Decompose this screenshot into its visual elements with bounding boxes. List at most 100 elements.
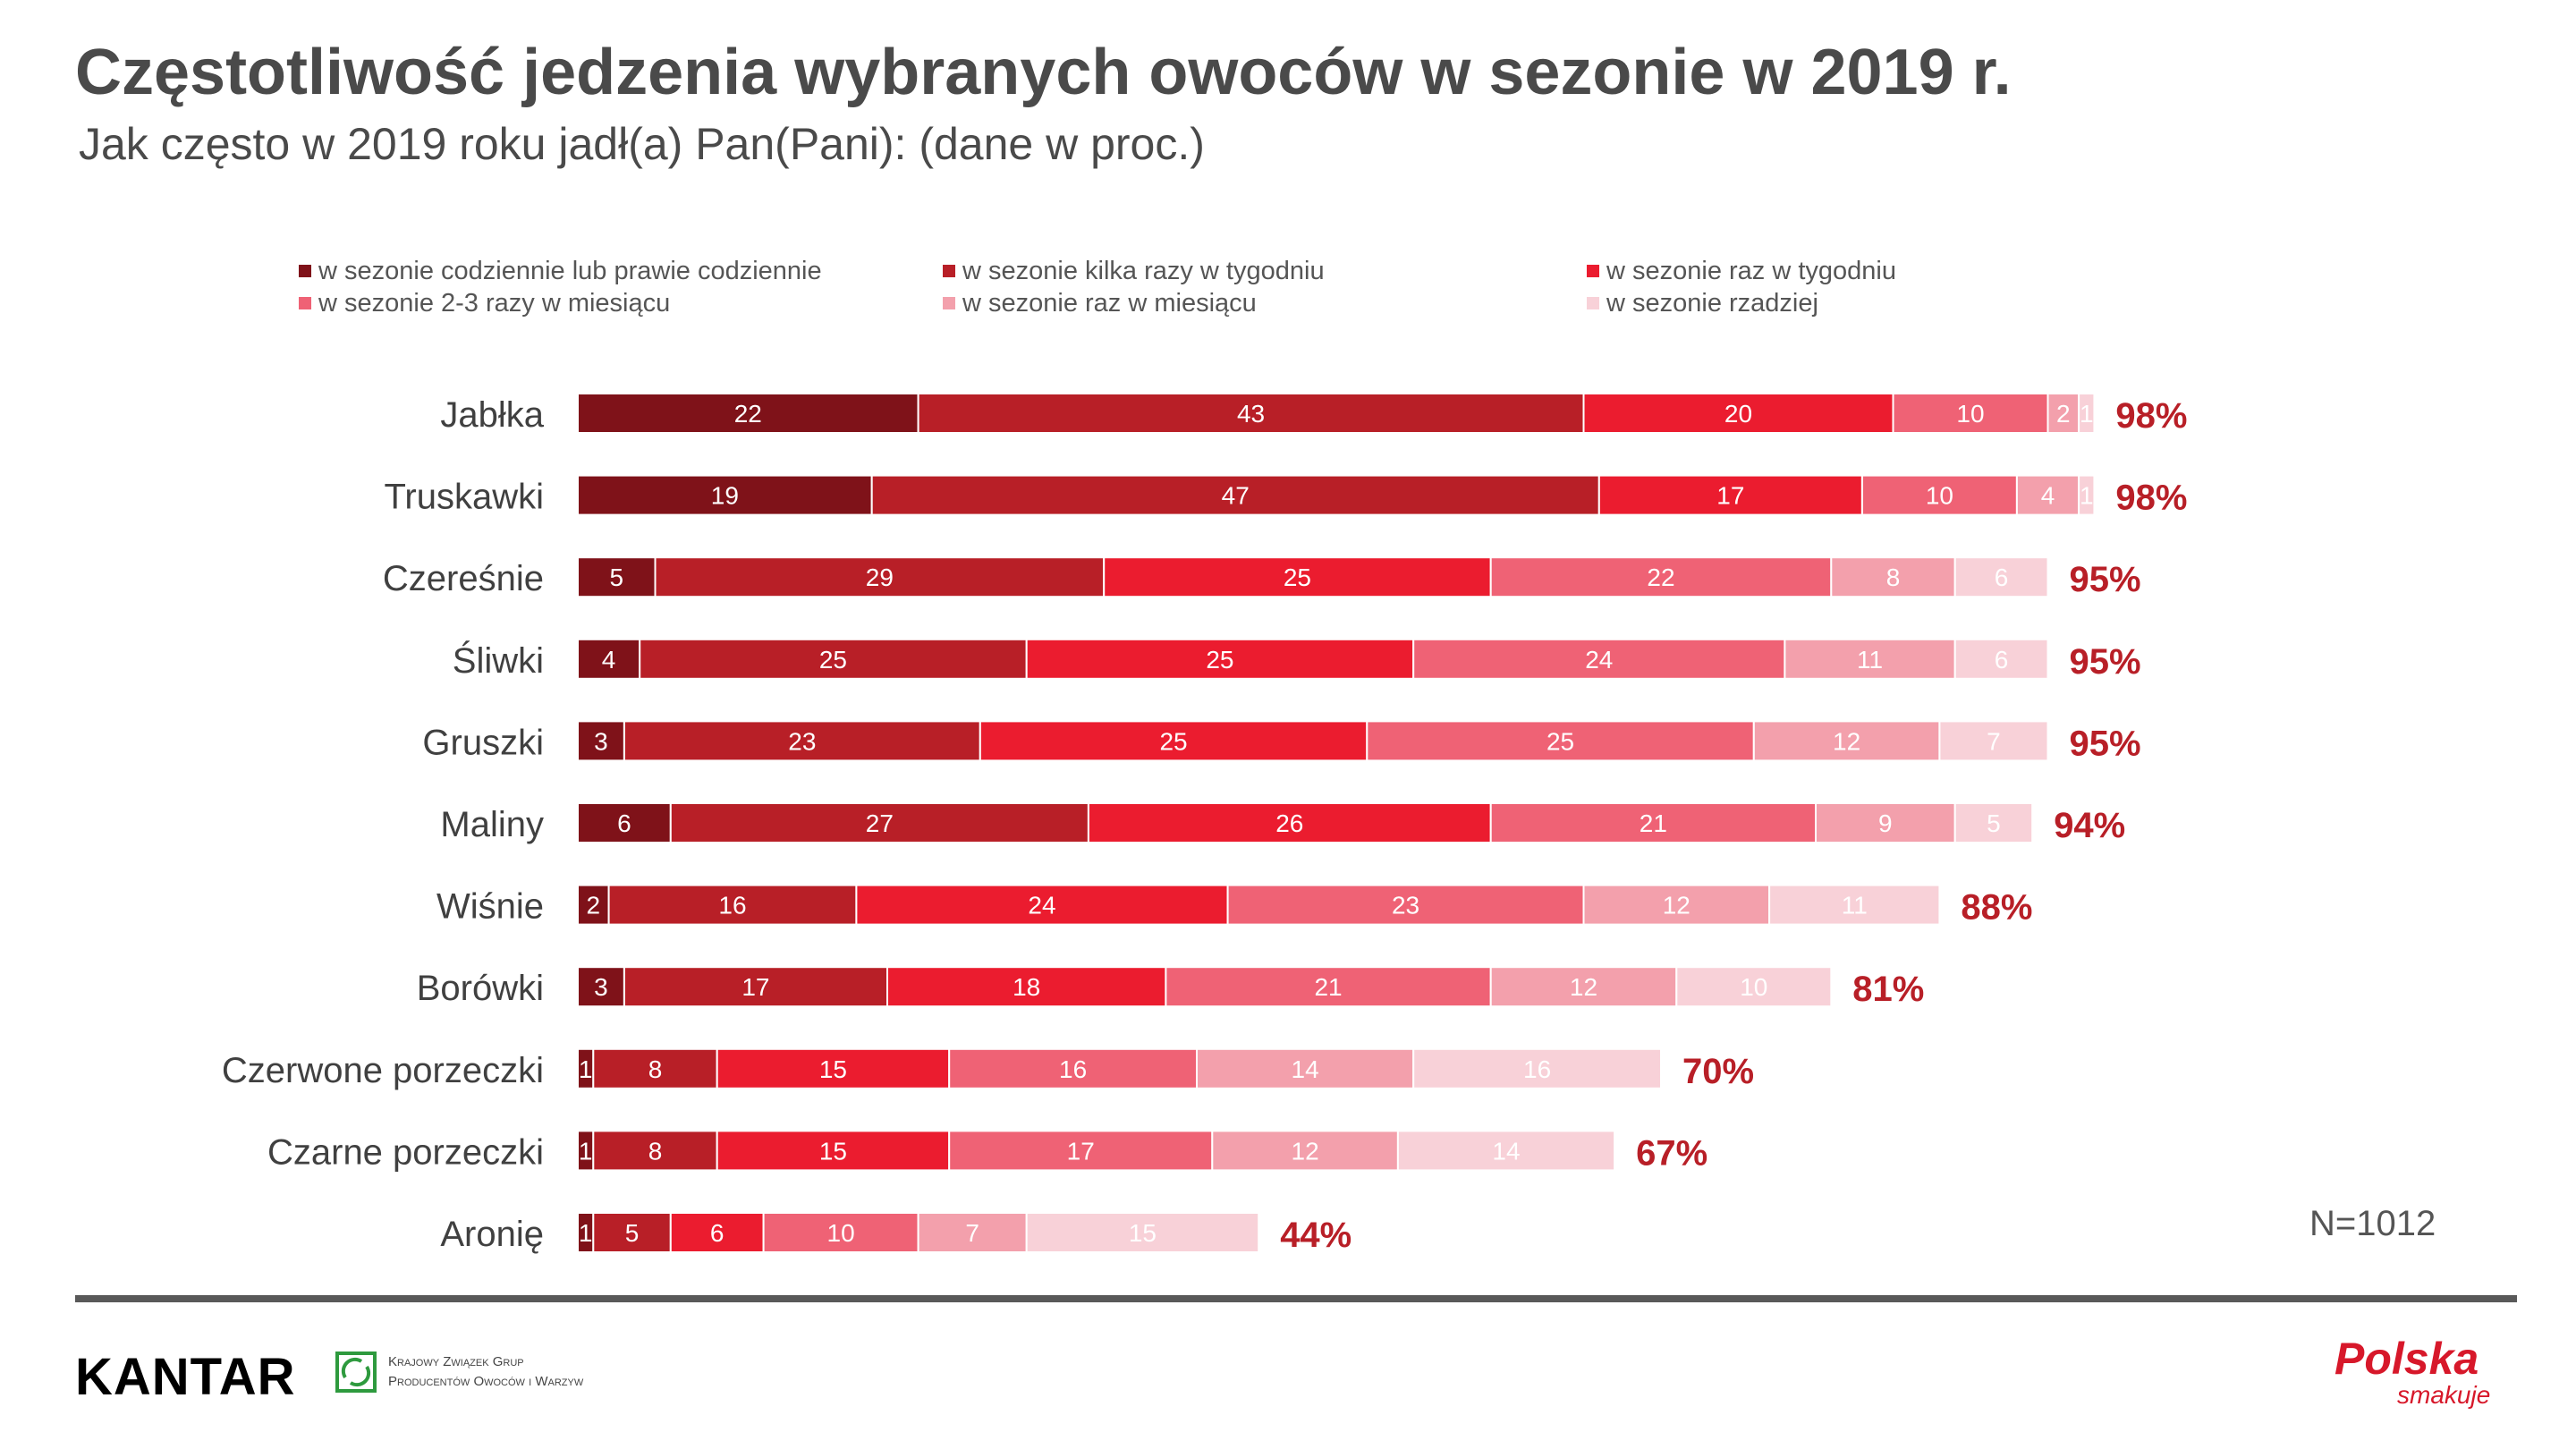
bar-segment <box>1211 1130 1399 1172</box>
bar-segment <box>1830 556 1956 598</box>
bar-segment <box>1226 884 1585 926</box>
data-label: 1 <box>2080 400 2094 428</box>
legend-label: w sezonie raz w tygodniu <box>1606 256 1896 285</box>
bar-segment <box>716 1047 951 1089</box>
data-label: 10 <box>1740 973 1767 1001</box>
category-label: Wiśnie <box>436 887 544 927</box>
bar-segment <box>1412 638 1786 680</box>
data-label: 12 <box>1292 1137 1319 1165</box>
total-label: 81% <box>1852 970 1924 1009</box>
data-label: 27 <box>866 809 894 837</box>
data-label: 22 <box>1647 564 1674 591</box>
data-label: 15 <box>1129 1219 1157 1247</box>
chart-subtitle: Jak często w 2019 roku jadł(a) Pan(Pani)… <box>79 119 1205 169</box>
polska-smakuje-logo: Polska smakuje <box>2334 1333 2522 1413</box>
bar-segment <box>948 1130 1214 1172</box>
sample-size: N=1012 <box>2309 1204 2436 1243</box>
data-label: 26 <box>1275 809 1303 837</box>
data-label: 1 <box>579 1219 593 1247</box>
data-label: 25 <box>1284 564 1311 591</box>
bar-segment <box>1675 966 1833 1008</box>
bar-segment <box>577 393 919 434</box>
legend-swatch <box>1587 265 1599 277</box>
data-label: 15 <box>819 1137 847 1165</box>
data-label: 9 <box>1878 809 1893 837</box>
data-label: 21 <box>1314 973 1342 1001</box>
bar-segment <box>1953 802 2034 843</box>
data-label: 16 <box>1523 1055 1551 1083</box>
footer-divider <box>75 1295 2517 1302</box>
data-label: 12 <box>1663 892 1690 919</box>
bar-segment <box>623 720 981 762</box>
data-label: 1 <box>579 1137 593 1165</box>
kantar-logo: KANTAR <box>75 1348 296 1406</box>
data-label: 3 <box>594 973 608 1001</box>
kzg-logo: Krajowy Związek Grup Producentów Owoców … <box>335 1351 583 1394</box>
legend-item: w sezonie raz w miesiącu <box>943 288 1587 318</box>
bar-segment <box>1087 802 1492 843</box>
data-label: 10 <box>827 1219 855 1247</box>
data-label: 4 <box>2041 482 2055 510</box>
data-label: 43 <box>1237 400 1265 428</box>
legend-swatch <box>943 265 955 277</box>
total-label: 94% <box>2054 806 2125 845</box>
category-label: Jabłka <box>440 395 544 435</box>
bar-segment <box>1025 638 1415 680</box>
data-label: 10 <box>1956 400 1984 428</box>
bar-segment <box>639 638 1028 680</box>
data-label: 2 <box>2056 400 2071 428</box>
data-label: 23 <box>1392 892 1419 919</box>
bar-segment <box>654 556 1106 598</box>
category-label: Aronię <box>440 1215 544 1254</box>
data-label: 6 <box>1995 646 2009 674</box>
legend-label: w sezonie codziennie lub prawie codzienn… <box>318 256 822 285</box>
data-label: 25 <box>819 646 847 674</box>
bar-segment <box>1953 556 2049 598</box>
data-label: 23 <box>788 727 816 755</box>
category-label: Czarne porzeczki <box>267 1132 544 1172</box>
bar-segment <box>1768 884 1941 926</box>
category-label: Gruszki <box>422 723 544 762</box>
data-label: 17 <box>1716 482 1744 510</box>
data-label: 17 <box>741 973 769 1001</box>
legend-swatch <box>1587 297 1599 309</box>
category-label: Maliny <box>440 805 544 844</box>
bar-segment <box>1582 393 1894 434</box>
legend-label: w sezonie rzadziej <box>1606 288 1818 318</box>
legend-item: w sezonie codziennie lub prawie codzienn… <box>299 256 943 286</box>
brand-sub: smakuje <box>2397 1381 2491 1409</box>
bar-segment <box>1196 1047 1415 1089</box>
bar-segment <box>1752 720 1941 762</box>
total-label: 95% <box>2070 642 2141 682</box>
bar-segment <box>1953 638 2049 680</box>
total-label: 98% <box>2115 396 2187 436</box>
total-label: 88% <box>1961 888 2032 928</box>
data-label: 20 <box>1724 400 1752 428</box>
bar-segment <box>2046 393 2080 434</box>
bar-segment <box>2015 474 2080 516</box>
category-label: Czerwone porzeczki <box>222 1051 544 1090</box>
bar-segment <box>979 720 1368 762</box>
bar-segment <box>577 638 641 680</box>
data-label: 1 <box>2080 482 2094 510</box>
brand-main: Polska <box>2334 1334 2479 1384</box>
data-label: 4 <box>602 646 616 674</box>
kzg-line-2: Producentów Owoców i Warzyw <box>388 1374 584 1389</box>
legend-item: w sezonie raz w tygodniu <box>1587 256 1998 286</box>
data-label: 3 <box>594 727 608 755</box>
bar-segment <box>886 966 1167 1008</box>
category-label: Śliwki <box>453 640 544 681</box>
data-label: 5 <box>609 564 623 591</box>
bar-segment <box>870 474 1600 516</box>
data-label: 25 <box>1546 727 1574 755</box>
legend: w sezonie codziennie lub prawie codzienn… <box>299 256 1998 318</box>
total-label: 70% <box>1682 1052 1754 1091</box>
data-label: 10 <box>1926 482 1953 510</box>
data-label: 12 <box>1570 973 1597 1001</box>
bar-segment <box>577 474 873 516</box>
bar-segment <box>1784 638 1956 680</box>
bar-segment <box>577 556 657 598</box>
total-label: 44% <box>1280 1216 1352 1255</box>
legend-swatch <box>299 297 311 309</box>
legend-label: w sezonie 2-3 razy w miesiącu <box>318 288 671 318</box>
